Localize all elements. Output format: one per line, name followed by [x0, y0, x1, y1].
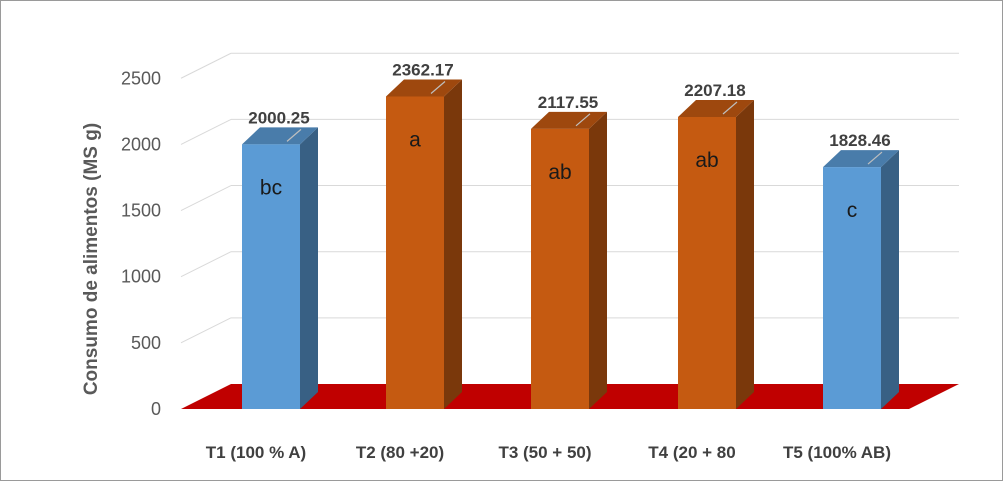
gridline-side — [180, 52, 232, 79]
x-tick-label: T2 (80 +20) — [356, 443, 444, 462]
leader-line — [430, 81, 446, 94]
bar-1 — [242, 127, 318, 409]
x-tick-label: T1 (100 % A) — [206, 443, 306, 462]
bar-front — [242, 144, 300, 409]
bar-side — [881, 150, 899, 410]
bar-front — [678, 116, 736, 410]
x-tick-label: T3 (50 + 50) — [498, 443, 591, 462]
leader-line — [722, 101, 738, 115]
gridline-side — [180, 185, 232, 211]
bar-front — [531, 128, 589, 409]
value-label: 2207.18 — [684, 81, 745, 100]
gridline-side — [180, 317, 232, 344]
y-tick-label: 1000 — [121, 267, 161, 287]
bars — [242, 79, 899, 410]
y-axis-title: Consumo de alimentos (MS g) — [81, 123, 102, 395]
value-label: 2000.25 — [248, 108, 309, 127]
leader-line — [575, 113, 591, 127]
bar-2 — [386, 79, 462, 409]
y-tick-label: 2000 — [121, 134, 161, 154]
bar-side — [444, 79, 462, 409]
x-axis-ticks: T1 (100 % A) T2 (80 +20) T3 (50 + 50) T4 (2… — [206, 443, 891, 462]
bar-front — [386, 96, 444, 409]
gridline-side — [180, 251, 232, 278]
leader-line — [867, 151, 883, 165]
significance-letter: a — [409, 128, 421, 151]
significance-letter: bc — [260, 176, 282, 199]
data-labels: 2000.25 bc 2362.17 a 2117.55 ab 2207.18 ab 1828.… — [248, 60, 890, 222]
bar-5 — [823, 150, 899, 410]
value-label: 2117.55 — [538, 93, 599, 112]
x-tick-label: T5 (100% AB) — [783, 443, 891, 462]
significance-letter: ab — [548, 161, 571, 184]
significance-letter: ab — [695, 149, 718, 172]
y-axis-ticks: 0 500 1000 1500 2000 2500 — [121, 68, 161, 419]
y-tick-label: 500 — [131, 333, 161, 353]
bar-side — [300, 127, 318, 409]
leader-line — [286, 128, 302, 142]
bar-3 — [531, 111, 607, 409]
value-label: 2362.17 — [392, 60, 453, 79]
x-tick-label: T4 (20 + 80 — [648, 443, 735, 462]
y-tick-label: 2500 — [121, 68, 161, 88]
y-tick-label: 1500 — [121, 201, 161, 221]
gridline-side — [180, 118, 232, 145]
bar-4 — [678, 99, 754, 410]
y-tick-label: 0 — [151, 399, 161, 419]
bar-side — [736, 99, 754, 410]
bar-side — [589, 111, 607, 409]
value-label: 1828.46 — [829, 131, 890, 150]
significance-letter: c — [847, 199, 858, 222]
bar-front — [823, 167, 881, 409]
